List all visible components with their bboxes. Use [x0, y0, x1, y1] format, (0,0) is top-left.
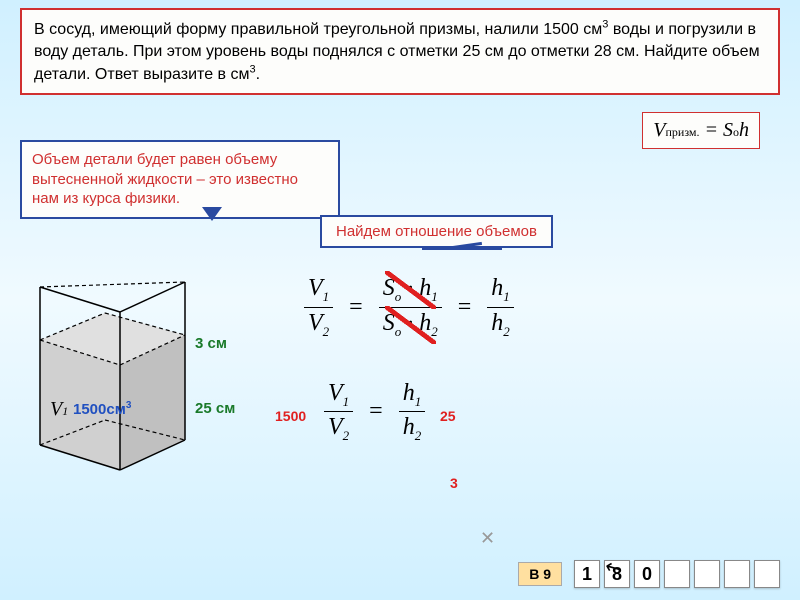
- formula-h: h: [739, 119, 749, 141]
- answer-label: В 9: [518, 562, 562, 586]
- problem-statement: В сосуд, имеющий форму правильной треуго…: [20, 8, 780, 95]
- annotation-3: 3: [450, 475, 458, 491]
- label-v1-symbol: V1: [50, 398, 68, 421]
- formula-v-sub: призм.: [665, 125, 699, 139]
- equals-2: =: [458, 294, 472, 321]
- label-1500cm3: 1500см3: [73, 400, 131, 418]
- equals-1: =: [349, 294, 363, 321]
- vol-exp: 3: [126, 400, 132, 411]
- formula-v: V: [653, 119, 665, 141]
- answer-row: В 9 1 8 0: [518, 560, 780, 588]
- callout2-text: Найдем отношение объемов: [336, 223, 537, 240]
- frac-v1v2: V1V2: [304, 275, 333, 340]
- callout-ratio: Найдем отношение объемов: [320, 215, 553, 248]
- equation-row-2: V1V2 = h1h2: [320, 380, 680, 445]
- equation-area: V1V2 = Sо · h1 Sо · h2 = h1h2 V1V2 = h1h…: [300, 275, 680, 444]
- callout-underline: [422, 247, 502, 250]
- answer-cell-0[interactable]: 1: [574, 560, 600, 588]
- answer-cell-5[interactable]: [724, 560, 750, 588]
- callout1-text: Объем детали будет равен объему вытеснен…: [32, 151, 298, 207]
- answer-cell-3[interactable]: [664, 560, 690, 588]
- answer-cell-4[interactable]: [694, 560, 720, 588]
- frac-v1v2-b: V1V2: [324, 380, 353, 445]
- vol-text: 1500см: [73, 401, 126, 418]
- v-sub: 1: [62, 404, 68, 418]
- label-3cm: 3 см: [195, 335, 227, 352]
- problem-text: В сосуд, имеющий форму правильной треуго…: [34, 21, 760, 83]
- equation-row-1: V1V2 = Sо · h1 Sо · h2 = h1h2: [300, 275, 680, 340]
- frac-h1h2: h1h2: [487, 275, 514, 340]
- label-25cm: 25 см: [195, 400, 235, 417]
- frac-h1h2-b: h1h2: [399, 380, 426, 445]
- answer-cell-6[interactable]: [754, 560, 780, 588]
- decorative-cross: ✕: [480, 528, 495, 549]
- volume-formula: Vпризм. = Sоh: [642, 112, 760, 149]
- frac-sh-ratio: Sо · h1 Sо · h2: [379, 275, 442, 340]
- triangular-prism-figure: [30, 275, 200, 485]
- callout-displacement: Объем детали будет равен объему вытеснен…: [20, 140, 340, 219]
- annotation-1500: 1500: [275, 408, 306, 424]
- answer-cell-2[interactable]: 0: [634, 560, 660, 588]
- annotation-25: 25: [440, 408, 456, 424]
- formula-s: S: [723, 119, 733, 141]
- v-letter: V: [50, 398, 62, 420]
- equals-3: =: [369, 398, 383, 425]
